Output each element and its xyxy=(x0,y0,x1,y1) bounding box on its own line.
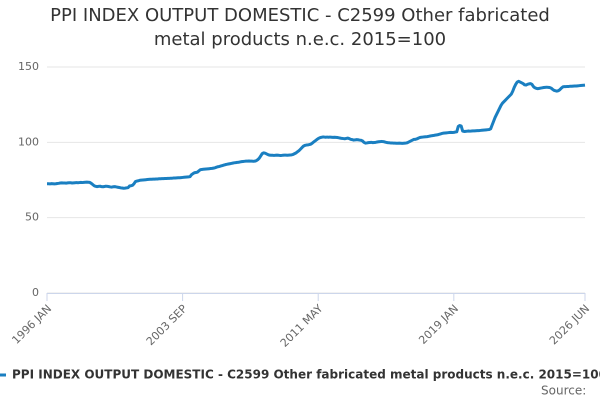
x-tick-label: 1996 JAN xyxy=(9,302,54,347)
x-tick-label: 2003 SEP xyxy=(144,302,190,348)
legend-label: PPI INDEX OUTPUT DOMESTIC - C2599 Other … xyxy=(12,368,600,382)
source: Source: xyxy=(541,384,586,398)
y-tick-label: 150 xyxy=(18,60,39,73)
x-tick-label: 2019 JAN xyxy=(416,302,461,347)
x-tick-label: 2011 MAY xyxy=(278,302,326,350)
series-line xyxy=(46,79,586,190)
y-tick-label: 0 xyxy=(32,286,39,299)
y-tick-label: 100 xyxy=(18,135,39,148)
y-tick-label: 50 xyxy=(25,211,39,224)
x-tick-label: 2026 JUN xyxy=(547,302,592,347)
chart-title: PPI INDEX OUTPUT DOMESTIC - C2599 Other … xyxy=(50,5,550,50)
